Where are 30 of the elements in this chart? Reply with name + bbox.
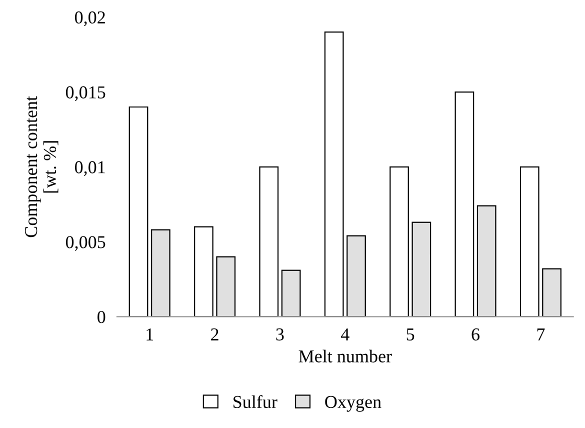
bar — [281, 270, 301, 317]
x-tick-label: 3 — [276, 328, 284, 341]
bar — [390, 166, 409, 317]
x-tick-label: 5 — [406, 328, 414, 341]
bar — [216, 256, 236, 317]
x-tick-label: 7 — [537, 328, 545, 340]
legend-label: Oxygen — [325, 396, 382, 412]
bar — [454, 91, 474, 317]
x-tick-label: 6 — [472, 328, 480, 341]
bar — [194, 226, 214, 317]
y-tick-label: 0,01 — [74, 161, 105, 176]
bar — [412, 222, 432, 317]
x-tick-label: 1 — [146, 328, 154, 340]
y-tick-label: 0,005 — [66, 236, 106, 251]
y-tick-label: 0,015 — [66, 86, 106, 102]
bar — [542, 268, 562, 317]
bar — [324, 32, 344, 317]
bar — [259, 166, 279, 317]
bar — [346, 235, 366, 317]
legend-label: Sulfur — [234, 395, 278, 408]
bar — [520, 166, 540, 317]
x-axis-title: Melt number — [298, 350, 392, 362]
y-tick-label: 0 — [98, 310, 106, 324]
y-tick-label: 0,02 — [74, 11, 105, 26]
bar — [128, 106, 148, 317]
x-tick-label: 2 — [211, 328, 218, 340]
bar — [476, 205, 496, 317]
y-axis-title: Component content [wt. %] — [25, 96, 58, 238]
x-tick-label: 4 — [340, 328, 350, 340]
bar — [150, 229, 170, 317]
